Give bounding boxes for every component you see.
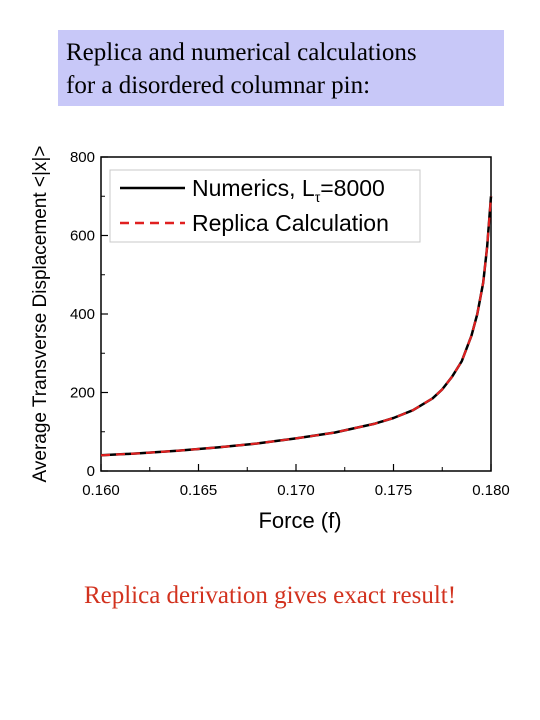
y-tick-label: 200 [70, 385, 95, 402]
legend-label-replica: Replica Calculation [192, 210, 389, 236]
chart: 0.160 0.165 0.170 0.175 0.180 0 200 400 600 800 N… [30, 146, 510, 533]
x-tick-label: 0.170 [277, 482, 315, 499]
tick-labels: 0.160 0.165 0.170 0.175 0.180 0 200 400 600 800 [70, 149, 510, 499]
y-axis-label: Average Transverse Displacement <|x|> [30, 146, 51, 483]
y-tick-label: 0 [87, 463, 95, 480]
y-tick-label: 600 [70, 228, 95, 245]
title-line-1: Replica and numerical calculations [66, 39, 417, 66]
legend-numerics-subscript: τ [315, 189, 321, 205]
footer-text: Replica derivation gives exact result! [83, 582, 457, 609]
x-tick-label: 0.165 [180, 482, 218, 499]
x-axis-label: Force (f) [258, 508, 341, 533]
y-tick-label: 400 [70, 306, 95, 323]
series-replica-line [100, 196, 493, 457]
legend-numerics-name: Numerics, L [192, 175, 315, 201]
title-box: Replica and numerical calculations for a… [58, 30, 504, 106]
y-tick-label: 800 [70, 149, 95, 166]
x-tick-label: 0.160 [82, 482, 120, 499]
title-line-2: for a disordered columnar pin: [66, 72, 371, 99]
series-lines [100, 196, 493, 457]
x-tick-label: 0.180 [472, 482, 510, 499]
legend-label-numerics: Numerics, Lτ=8000 [192, 175, 385, 205]
axis-ticks [100, 156, 492, 472]
legend-box [109, 169, 421, 243]
x-tick-label: 0.175 [375, 482, 413, 499]
legend: Numerics, Lτ=8000 Replica Calculation [109, 169, 421, 243]
legend-numerics-suffix: =8000 [320, 175, 385, 201]
